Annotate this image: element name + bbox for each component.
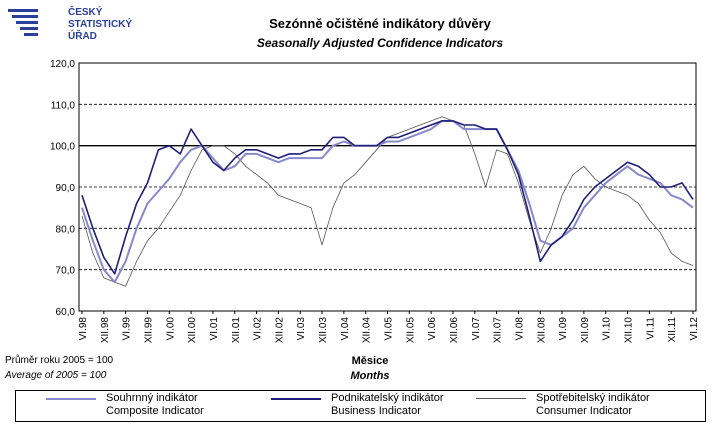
x-tick-label: VI.08: [514, 317, 525, 341]
x-tick-label: VI.05: [384, 317, 395, 341]
y-tick-label: 70,0: [56, 266, 76, 277]
x-tick-label: XII.06: [449, 317, 460, 344]
y-tick-label: 120,0: [50, 59, 75, 70]
legend-label-business-cz: Podnikatelský indikátor: [331, 392, 444, 404]
x-tick-label: VI.00: [165, 317, 176, 341]
x-tick-label: VI.11: [645, 317, 656, 340]
x-tick-label: VI.07: [471, 317, 482, 341]
confidence-line-chart: 60,0 70,0 80,0 90,0 100,0 110,0 120,0 VI.98 XII…: [50, 59, 700, 343]
x-tick-label: VI.01: [209, 317, 220, 341]
x-tick-label: XII.08: [536, 317, 547, 344]
plot-frame: [78, 62, 697, 312]
y-axis-labels: 60,0 70,0 80,0 90,0 100,0 110,0 120,0: [50, 59, 75, 318]
x-tick-label: VI.06: [427, 317, 438, 341]
x-tick-label: VI.04: [340, 317, 351, 341]
x-tick-label: XII.00: [187, 317, 198, 344]
x-tick-label: XII.01: [231, 317, 242, 344]
x-tick-label: XII.99: [143, 317, 154, 344]
x-axis-title-czech: Měsice: [351, 355, 389, 367]
legend-label-composite: Souhrnný indikátor Composite Indicator: [106, 392, 204, 418]
x-tick-label: XII.07: [493, 317, 504, 344]
x-axis-title-english: Months: [350, 370, 390, 382]
x-tick-label: XII.05: [405, 317, 416, 344]
logo-stripes: [8, 9, 38, 36]
legend-label-composite-en: Composite Indicator: [106, 405, 204, 417]
x-tick-label: XII.10: [624, 317, 635, 344]
legend-label-consumer-cz: Spotřebitelský indikátor: [536, 392, 650, 404]
footnote-english: Average of 2005 = 100: [5, 370, 107, 381]
series-line-business: [81, 120, 694, 275]
x-axis-labels: VI.98 XII.98 VI.99 XII.99 VI.00 XII.00 VI.01 XI…: [78, 311, 700, 343]
x-tick-label: VI.10: [602, 317, 613, 341]
footnote-czech: Průměr roku 2005 = 100: [5, 355, 114, 366]
x-tick-label: VI.12: [689, 317, 700, 341]
x-tick-label: VI.02: [253, 317, 264, 341]
x-tick-label: XII.11: [667, 317, 678, 343]
legend-line-composite: [46, 398, 96, 400]
chart-grid: [79, 103, 696, 271]
y-tick-label: 100,0: [50, 142, 75, 153]
y-tick-label: 110,0: [51, 100, 76, 111]
x-tick-label: XII.03: [318, 317, 329, 344]
x-tick-label: XII.02: [274, 317, 285, 344]
series-line-composite: [81, 119, 694, 284]
legend-label-business-en: Business Indicator: [331, 405, 421, 417]
legend-label-consumer: Spotřebitelský indikátor Consumer Indica…: [536, 392, 650, 418]
chart-legend: Souhrnný indikátor Composite Indicator P…: [15, 390, 706, 422]
x-tick-label: XII.98: [100, 317, 111, 344]
legend-label-composite-cz: Souhrnný indikátor: [106, 392, 198, 404]
logo-text-line-1: ČESKÝ: [68, 5, 103, 18]
legend-label-consumer-en: Consumer Indicator: [536, 405, 632, 417]
x-tick-label: VI.03: [296, 317, 307, 341]
logo-text-line-2: STATISTICKÝ: [68, 17, 132, 30]
czso-logo: ČESKÝ STATISTICKÝ ÚŘAD: [8, 5, 132, 42]
legend-line-consumer: [476, 398, 526, 399]
legend-line-business: [271, 398, 321, 400]
y-tick-label: 90,0: [56, 183, 76, 194]
y-tick-label: 60,0: [56, 307, 76, 318]
y-tick-label: 80,0: [56, 224, 76, 235]
x-tick-label: VI.09: [558, 317, 569, 341]
chart-title-czech: Sezónně očištěné indikátory důvěry: [269, 16, 491, 31]
logo-text-line-3: ÚŘAD: [68, 29, 97, 42]
x-tick-label: VI.99: [122, 317, 133, 341]
legend-label-business: Podnikatelský indikátor Business Indicat…: [331, 392, 444, 418]
chart-series: [81, 116, 694, 287]
x-tick-label: VI.98: [78, 317, 89, 341]
chart-title-english: Seasonally Adjusted Confidence Indicator…: [256, 36, 504, 50]
x-tick-label: XII.09: [580, 317, 591, 344]
x-tick-label: XII.04: [362, 317, 373, 344]
